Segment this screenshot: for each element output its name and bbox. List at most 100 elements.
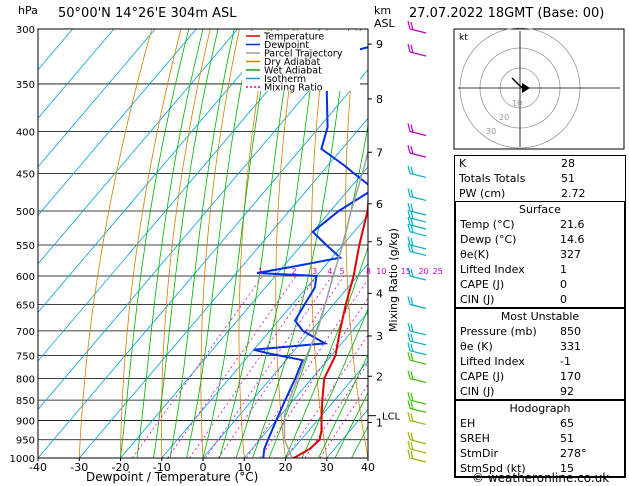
hodograph-section: Hodograph EH 65 SREH 51 StmDir 278° StmSpd (kt… xyxy=(455,400,625,477)
wet-adiabat-line xyxy=(120,29,190,458)
wind-barb xyxy=(407,123,411,132)
pressure-tick-label: 400 xyxy=(16,128,35,139)
row-value: 0 xyxy=(560,278,567,291)
table-row: CAPE (J) 170 xyxy=(456,369,624,384)
km-tick-label: 7 xyxy=(376,146,383,159)
mixing-ratio-line xyxy=(167,275,297,458)
wind-barb xyxy=(410,268,414,278)
wind-barb xyxy=(410,392,414,402)
x-tick-label: -30 xyxy=(70,461,88,474)
legend-entry: Wet Adiabat xyxy=(264,66,322,77)
km-tick-label: 3 xyxy=(376,330,383,343)
wet-adiabat-line xyxy=(136,29,204,458)
row-key: EH xyxy=(460,417,476,430)
mixing-ratio-line xyxy=(218,275,345,458)
km-unit-label: km xyxy=(374,4,392,17)
legend-box xyxy=(242,31,360,91)
dry-adiabat-line xyxy=(411,29,450,458)
wind-barb xyxy=(410,21,414,31)
storm-motion-marker xyxy=(522,83,530,93)
isotherm-line xyxy=(38,29,73,71)
wind-barb xyxy=(407,43,411,53)
dry-adiabat-line xyxy=(78,29,153,458)
table-row: StmSpd (kt) 15 xyxy=(456,461,624,476)
wet-adiabat-line xyxy=(334,391,368,458)
row-value: 331 xyxy=(560,340,581,353)
pressure-tick-label: 350 xyxy=(16,80,35,91)
pressure-tick-label: 500 xyxy=(16,207,35,218)
surface-title: Surface xyxy=(519,203,561,216)
isotherm-line xyxy=(38,29,197,216)
row-value: 278° xyxy=(560,447,587,460)
wind-barb xyxy=(407,342,411,351)
location-title: 50°00'N 14°26'E 304m ASL xyxy=(58,6,237,21)
pressure-tick-label: 950 xyxy=(16,436,35,447)
wind-barb xyxy=(407,322,411,332)
series-temperature-line xyxy=(293,193,368,458)
row-key: θe (K) xyxy=(460,340,493,353)
wind-barb xyxy=(410,237,414,247)
wind-barb xyxy=(407,209,411,219)
wind-barb xyxy=(410,44,414,54)
table-row: Dewp (°C) 14.6 xyxy=(456,232,624,247)
hpa-unit-label: hPa xyxy=(18,4,38,17)
wind-barb xyxy=(410,145,414,155)
wet-adiabat-line xyxy=(252,29,349,458)
mixing-ratio-label: 3 xyxy=(312,267,317,276)
mixing-ratio-axis-label: Mixing Ratio (g/kg) xyxy=(387,228,400,332)
isotherm-line xyxy=(38,29,238,265)
pressure-tick-label: 550 xyxy=(16,241,35,252)
wind-barb xyxy=(407,431,411,440)
mixing-ratio-label: 1 xyxy=(258,267,263,276)
dry-adiabat-line xyxy=(238,29,270,458)
wind-barb xyxy=(407,202,411,212)
lcl-label: LCL xyxy=(382,412,401,423)
hodograph-title: Hodograph xyxy=(509,402,571,415)
footer-credit: © weatheronline.co.uk xyxy=(472,471,610,485)
row-key: Pressure (mb) xyxy=(460,325,537,338)
dry-adiabat-line xyxy=(120,29,182,458)
wet-adiabat-line xyxy=(219,29,295,458)
row-value: 14.6 xyxy=(560,233,585,246)
row-key: CAPE (J) xyxy=(460,370,505,383)
x-tick-label: 0 xyxy=(200,461,207,474)
isotherm-line xyxy=(243,311,368,458)
legend-entry: Parcel Trajectory xyxy=(264,49,343,60)
wind-barb xyxy=(407,236,411,246)
wet-adiabat-line xyxy=(285,245,368,458)
pressure-tick-label: 800 xyxy=(16,374,35,385)
km-tick-label: 8 xyxy=(376,93,383,106)
table-row: K 28 xyxy=(455,156,625,171)
isotherm-line xyxy=(38,29,362,411)
mixing-ratio-line xyxy=(259,297,368,458)
indices-table: K 28 Totals Totals 51 PW (cm) 2.72 Surface Te… xyxy=(454,155,626,478)
isotherm-line xyxy=(38,29,115,119)
isotherm-line xyxy=(78,117,368,458)
x-tick-label: -40 xyxy=(29,461,47,474)
row-key: CAPE (J) xyxy=(460,278,505,291)
wind-barb xyxy=(410,371,414,380)
row-value: -1 xyxy=(560,355,571,368)
table-row: Temp (°C) 21.6 xyxy=(456,217,624,232)
pressure-tick-label: 700 xyxy=(16,327,35,338)
mixing-ratio-line xyxy=(285,334,368,458)
mixing-ratio-label: 5 xyxy=(339,267,344,276)
wind-barb xyxy=(410,401,414,410)
row-key: SREH xyxy=(460,432,490,445)
mixing-ratio-line xyxy=(189,275,318,458)
isotherm-line xyxy=(38,69,368,458)
x-tick-label: 30 xyxy=(320,461,334,474)
mixing-ratio-line xyxy=(246,278,368,458)
mixing-ratio-line xyxy=(205,275,333,458)
table-row: CIN (J) 92 xyxy=(456,384,624,399)
pressure-tick-label: 900 xyxy=(16,416,35,427)
row-key: PW (cm) xyxy=(459,187,506,200)
dry-adiabat-line xyxy=(310,29,328,458)
mixing-ratio-line xyxy=(319,383,368,458)
table-row: StmDir 278° xyxy=(456,446,624,461)
pressure-tick-label: 450 xyxy=(16,169,35,180)
pressure-tick-label: 650 xyxy=(16,301,35,312)
legend-entry: Dewpoint xyxy=(264,40,309,51)
wind-barb xyxy=(407,216,411,226)
mixing-ratio-label: 4 xyxy=(327,267,332,276)
